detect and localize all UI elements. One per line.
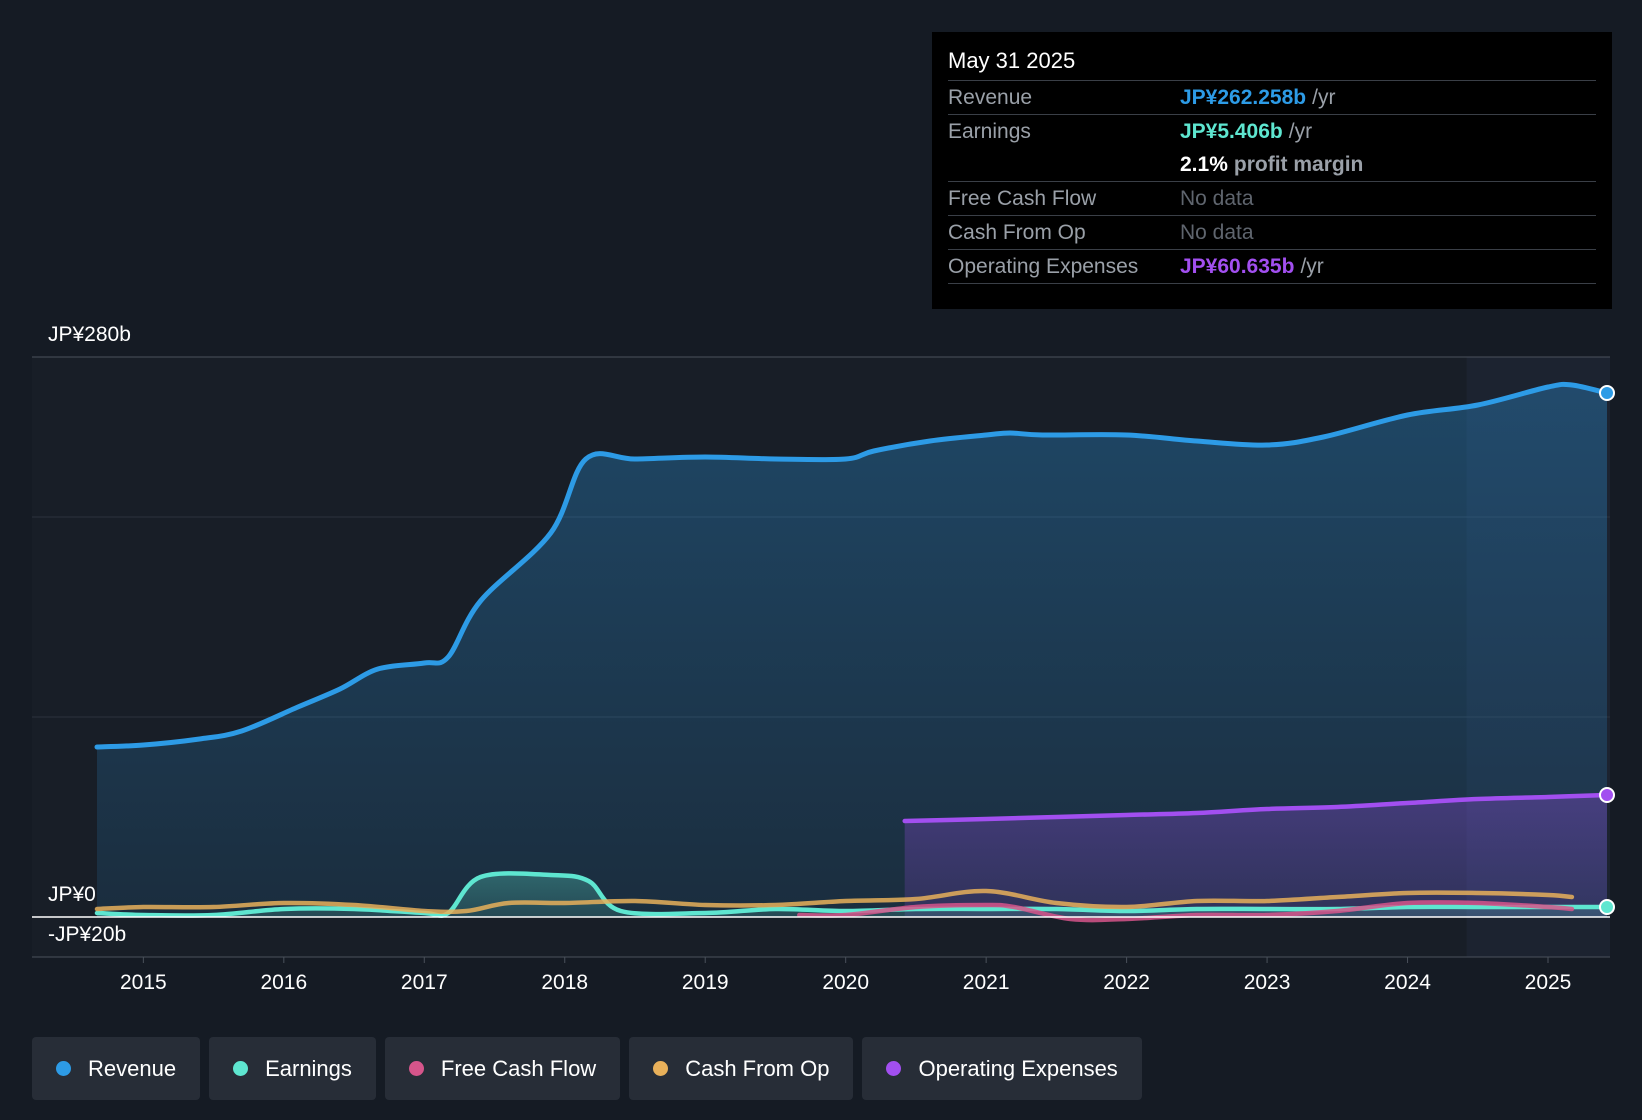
tooltip-date: May 31 2025 xyxy=(948,46,1596,81)
tooltip-label: Cash From Op xyxy=(948,220,1086,244)
tooltip-unit: /yr xyxy=(1312,85,1336,109)
y-axis-top-label: JP¥280b xyxy=(48,323,131,346)
earnings-area xyxy=(97,873,1607,917)
x-axis-ticks: 2015 2016 2017 2018 2019 2020 2021 2022 2023 2024… xyxy=(120,957,1571,994)
cash-from-op-dot-icon xyxy=(653,1061,669,1076)
tooltip-row-earnings: Earnings JP¥5.406b /yr xyxy=(948,115,1596,148)
legend-item-cash-from-op[interactable]: Cash From Op xyxy=(629,1037,854,1100)
tooltip-label: Operating Expenses xyxy=(948,254,1139,278)
profit-margin-text: profit margin xyxy=(1233,152,1364,176)
x-tick-label: 2018 xyxy=(541,971,588,994)
x-tick-label: 2019 xyxy=(682,971,729,994)
tooltip-row-profit-margin: 2.1% profit margin xyxy=(948,148,1596,182)
x-tick-label: 2022 xyxy=(1103,971,1150,994)
tooltip-row-revenue: Revenue JP¥262.258b /yr xyxy=(948,81,1596,115)
tooltip-label: Revenue xyxy=(948,85,1033,109)
y-axis-bottom-label: -JP¥20b xyxy=(48,923,126,946)
profit-margin-value: 2.1% xyxy=(1180,152,1228,176)
legend-item-earnings[interactable]: Earnings xyxy=(209,1037,376,1100)
revenue-line xyxy=(94,381,1610,750)
x-tick-label: 2024 xyxy=(1384,971,1431,994)
series-end-markers xyxy=(1599,385,1615,915)
tooltip-label: Earnings xyxy=(948,119,1031,143)
cash-from-op-line xyxy=(94,888,1575,915)
tooltip-unit: /yr xyxy=(1300,254,1324,278)
operating-expenses-end-marker[interactable] xyxy=(1599,787,1615,803)
tooltip-row-operating-expenses: Operating Expenses JP¥60.635b /yr xyxy=(948,250,1596,284)
x-tick-label: 2023 xyxy=(1244,971,1291,994)
legend-item-free-cash-flow[interactable]: Free Cash Flow xyxy=(384,1037,621,1100)
operating-expenses-area xyxy=(904,795,1607,917)
x-tick-label: 2016 xyxy=(260,971,307,994)
free-cash-flow-line xyxy=(797,899,1575,923)
y-axis-zero-label: JP¥0 xyxy=(48,883,96,906)
series-lines xyxy=(94,381,1610,923)
tooltip-value: JP¥262.258b xyxy=(1180,85,1307,109)
legend-label: Operating Expenses xyxy=(918,1055,1118,1081)
tooltip-value: JP¥60.635b xyxy=(1180,254,1295,278)
tooltip-value: JP¥5.406b xyxy=(1180,119,1283,143)
free-cash-flow-dot-icon xyxy=(408,1061,424,1076)
tooltip-label: Free Cash Flow xyxy=(948,186,1097,210)
operating-expenses-line xyxy=(902,792,1610,824)
legend-label: Revenue xyxy=(88,1055,177,1081)
legend-item-revenue[interactable]: Revenue xyxy=(32,1037,201,1100)
legend-label: Cash From Op xyxy=(685,1055,830,1081)
data-tooltip: May 31 2025 Revenue JP¥262.258b /yr Earn… xyxy=(932,32,1612,309)
operating-expenses-dot-icon xyxy=(886,1061,902,1076)
tooltip-row-cash-from-op: Cash From Op No data xyxy=(948,216,1596,250)
tooltip-value: No data xyxy=(1180,186,1254,210)
legend: Revenue Earnings Free Cash Flow Cash Fro… xyxy=(32,1037,1142,1100)
tooltip-row-free-cash-flow: Free Cash Flow No data xyxy=(948,182,1596,216)
earnings-end-marker[interactable] xyxy=(1599,899,1615,915)
revenue-dot-icon xyxy=(56,1061,71,1076)
x-tick-label: 2025 xyxy=(1525,971,1572,994)
tooltip-value: No data xyxy=(1180,220,1254,244)
x-tick-label: 2021 xyxy=(963,971,1010,994)
x-tick-label: 2020 xyxy=(822,971,869,994)
revenue-end-marker[interactable] xyxy=(1599,385,1615,401)
tooltip-unit: /yr xyxy=(1288,119,1313,143)
revenue-area xyxy=(97,384,1607,917)
earnings-dot-icon xyxy=(233,1061,249,1076)
legend-label: Earnings xyxy=(265,1055,352,1081)
x-tick-label: 2017 xyxy=(401,971,448,994)
legend-item-operating-expenses[interactable]: Operating Expenses xyxy=(862,1037,1142,1100)
x-tick-label: 2015 xyxy=(120,971,167,994)
legend-label: Free Cash Flow xyxy=(440,1055,597,1081)
series-areas xyxy=(97,384,1607,917)
